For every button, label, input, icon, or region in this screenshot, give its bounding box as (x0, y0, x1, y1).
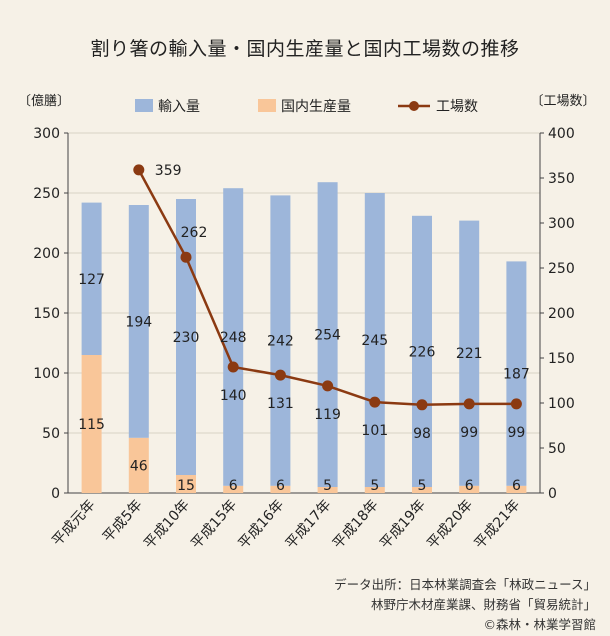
bar-domestic (317, 487, 338, 493)
factory-point (322, 380, 334, 392)
factory-point (463, 398, 475, 410)
bar-domestic (364, 487, 385, 493)
bar-label-import: 187 (503, 367, 530, 383)
factory-label: 262 (181, 225, 208, 241)
bar-label-import: 254 (314, 328, 341, 344)
legend-marker-factories (409, 101, 419, 111)
bar-import (317, 182, 338, 487)
bar-domestic (506, 485, 527, 493)
left-tick-label: 100 (33, 366, 60, 382)
right-tick-label: 400 (548, 126, 575, 142)
right-tick-label: 0 (548, 486, 557, 502)
bar-label-domestic: 6 (512, 478, 521, 494)
bar-import (459, 220, 480, 486)
factory-label: 98 (413, 426, 431, 442)
source-line-3: ©森林・林業学習館 (483, 617, 596, 632)
right-tick-label: 150 (548, 351, 575, 367)
right-tick-label: 350 (548, 171, 575, 187)
bar-label-import: 226 (409, 344, 436, 360)
left-tick-label: 300 (33, 126, 60, 142)
bar-label-domestic: 6 (465, 478, 474, 494)
bar-import (81, 202, 102, 355)
bar-domestic (412, 487, 432, 493)
legend-swatch-import (135, 99, 153, 112)
x-tick-label: 平成19年 (377, 497, 429, 552)
bar-domestic (270, 485, 291, 493)
factory-point (180, 251, 192, 263)
factory-point (133, 164, 145, 176)
left-tick-label: 200 (33, 246, 60, 262)
x-tick-label: 平成5年 (100, 497, 146, 546)
bar-domestic (81, 355, 102, 493)
bar-label-import: 230 (173, 330, 200, 346)
bar-import (506, 261, 527, 486)
x-tick-label: 平成15年 (188, 497, 240, 552)
factory-label: 99 (460, 425, 478, 441)
chart-title: 割り箸の輸入量・国内生産量と国内工場数の推移 (90, 38, 520, 60)
bar-import (223, 188, 244, 486)
bar-label-domestic: 5 (418, 478, 427, 494)
factory-point (369, 396, 381, 408)
bar-import (412, 215, 432, 488)
bar-label-import: 245 (361, 333, 388, 349)
right-tick-label: 250 (548, 261, 575, 277)
bar-label-domestic: 15 (177, 478, 195, 494)
factory-point (416, 399, 428, 411)
factory-point (510, 398, 522, 410)
bar-label-import: 194 (125, 314, 152, 330)
factory-label: 99 (507, 425, 525, 441)
legend-label-domestic: 国内生産量 (281, 99, 351, 115)
bar-label-import: 248 (220, 330, 247, 346)
factory-label: 140 (220, 388, 247, 404)
right-tick-label: 100 (548, 396, 575, 412)
right-tick-label: 200 (548, 306, 575, 322)
bar-domestic (176, 475, 196, 493)
x-tick-label: 平成17年 (283, 497, 335, 552)
bar-label-domestic: 6 (229, 478, 238, 494)
bar-label-domestic: 5 (323, 478, 332, 494)
factory-label: 119 (314, 407, 341, 423)
left-tick-label: 250 (33, 186, 60, 202)
factory-label: 359 (155, 163, 182, 179)
factory-point (227, 361, 239, 373)
x-tick-label: 平成元年 (49, 497, 98, 549)
bar-label-domestic: 115 (78, 417, 105, 433)
source-line-2: 林野庁木材産業課、財務省「貿易統計」 (370, 597, 596, 612)
x-tick-label: 平成10年 (141, 497, 193, 552)
bar-label-import: 127 (78, 272, 105, 288)
x-tick-label: 平成20年 (424, 497, 476, 552)
x-tick-label: 平成21年 (471, 497, 523, 552)
x-tick-label: 平成18年 (330, 497, 382, 552)
bar-import (128, 205, 149, 438)
left-tick-label: 0 (51, 486, 60, 502)
factory-point (274, 369, 286, 381)
right-axis-unit: 〔工場数〕 (530, 94, 595, 109)
bar-domestic (223, 485, 244, 493)
legend-label-factories: 工場数 (436, 99, 478, 115)
bar-import (270, 195, 291, 486)
left-tick-label: 150 (33, 306, 60, 322)
bar-label-import: 242 (267, 334, 294, 350)
bar-label-domestic: 5 (370, 478, 379, 494)
x-tick-label: 平成16年 (235, 497, 287, 552)
legend-label-import: 輸入量 (158, 99, 200, 115)
bar-domestic (128, 437, 149, 493)
bar-domestic (459, 485, 480, 493)
left-tick-label: 50 (42, 426, 60, 442)
right-tick-label: 300 (548, 216, 575, 232)
source-line-1: データ出所：日本林業調査会「林政ニュース」 (334, 577, 596, 592)
bar-label-domestic: 46 (130, 458, 148, 474)
left-axis-unit: 〔億膳〕 (18, 93, 70, 109)
bar-label-import: 221 (456, 346, 483, 362)
factory-label: 131 (267, 396, 294, 412)
right-tick-label: 50 (548, 441, 566, 457)
bar-label-domestic: 6 (276, 478, 285, 494)
factory-label: 101 (361, 423, 388, 439)
legend-swatch-domestic (258, 99, 276, 112)
bar-import (364, 193, 385, 487)
